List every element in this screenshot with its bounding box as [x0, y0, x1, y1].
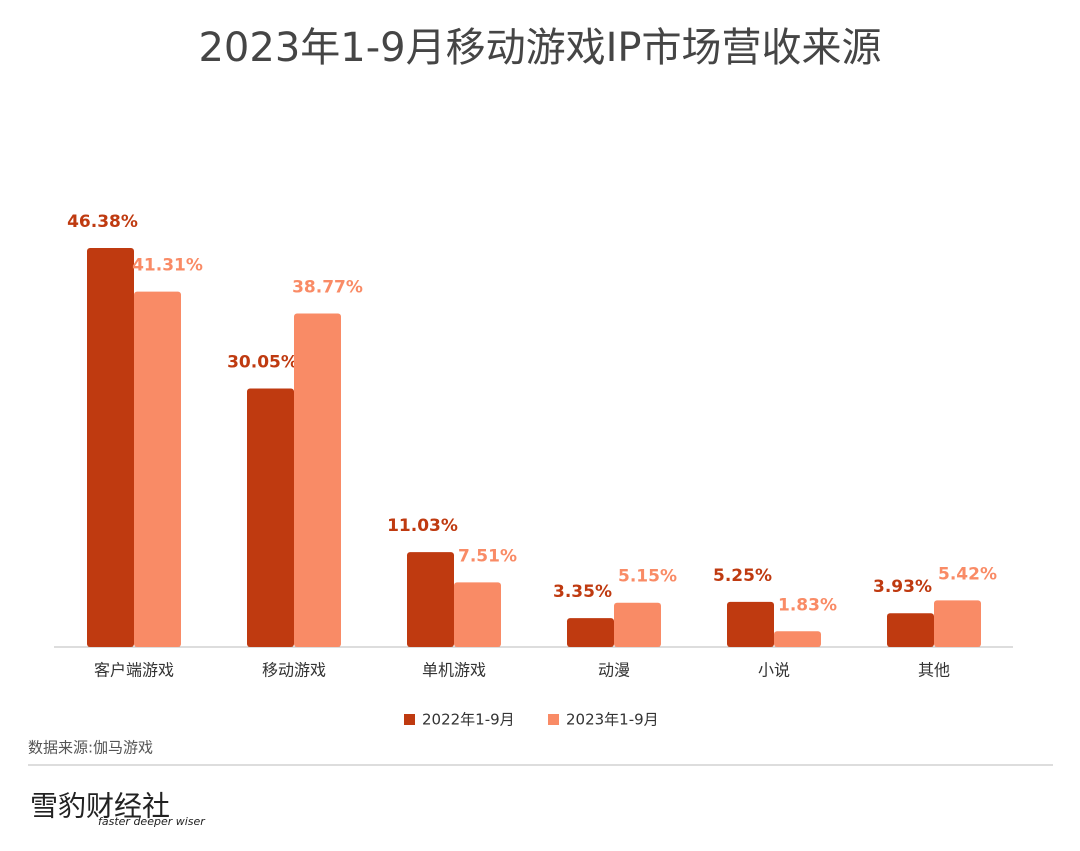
source-note: 数据来源:伽马游戏	[28, 739, 153, 757]
x-tick-label: 小说	[758, 661, 790, 680]
value-label: 5.25%	[713, 566, 772, 586]
x-tick-label: 移动游戏	[262, 661, 326, 680]
legend-label: 2023年1-9月	[566, 711, 659, 729]
bar	[247, 388, 294, 647]
bar	[294, 313, 341, 647]
x-tick-label: 客户端游戏	[94, 661, 174, 680]
value-label: 3.93%	[873, 577, 932, 597]
x-tick-label: 单机游戏	[422, 661, 486, 680]
bar	[567, 618, 614, 647]
brand-name: 雪豹财经社	[30, 790, 170, 823]
bar	[727, 601, 774, 647]
value-label: 38.77%	[292, 277, 363, 297]
legend-label: 2022年1-9月	[422, 711, 515, 729]
legend-swatch	[404, 714, 415, 725]
legend-swatch	[548, 714, 559, 725]
bar	[887, 613, 934, 647]
value-label: 30.05%	[227, 352, 298, 372]
bar	[614, 602, 661, 647]
value-label: 46.38%	[67, 212, 138, 232]
bar	[454, 582, 501, 647]
value-label: 5.15%	[618, 567, 677, 587]
value-label: 1.83%	[778, 595, 837, 615]
bar	[87, 248, 134, 647]
bar	[774, 631, 821, 647]
bar	[407, 552, 454, 647]
bar	[934, 600, 981, 647]
x-tick-label: 动漫	[598, 661, 630, 680]
value-label: 11.03%	[387, 516, 458, 536]
bar	[134, 291, 181, 647]
value-label: 3.35%	[553, 582, 612, 602]
x-tick-label: 其他	[918, 661, 950, 680]
chart-title: 2023年1-9月移动游戏IP市场营收来源	[198, 25, 881, 71]
value-label: 41.31%	[132, 256, 203, 276]
value-label: 7.51%	[458, 546, 517, 566]
brand-slogan: faster deeper wiser	[98, 815, 206, 828]
value-label: 5.42%	[938, 564, 997, 584]
